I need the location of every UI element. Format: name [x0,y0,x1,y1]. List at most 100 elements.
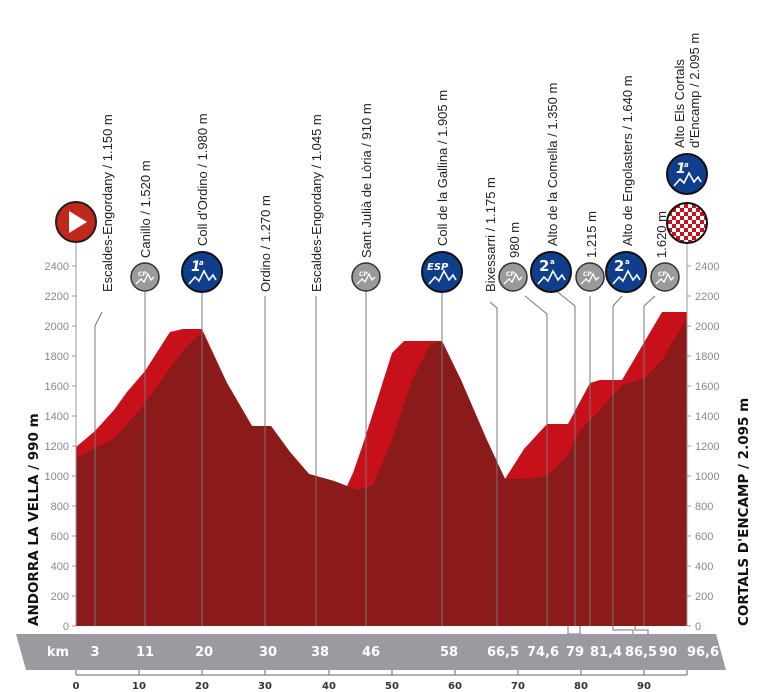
km-81-4: 81,4 [590,645,622,660]
sprint-icon-1620: CP [650,262,680,292]
y-tick-1000: 1000 [45,471,69,483]
km-scale-20: 20 [195,681,209,692]
y-tick-1000-right: 1000 [695,471,719,483]
finish-flag-icon [666,202,708,244]
start-icon [55,201,97,243]
km-scale: 0 10 20 30 40 50 60 70 80 90 [73,670,688,692]
y-tick-600: 600 [51,531,69,543]
y-tick-1200: 1200 [45,441,69,453]
km-unit: km [47,645,69,660]
svg-text:a: a [625,258,630,266]
label-cortals-1: Alto Els Cortals [672,59,687,148]
label-escaldes-2: Escaldes-Engordany / 1.045 m [309,114,324,292]
climb-esp-icon-coll-gallina: ESP [421,251,463,293]
km-band: km 3 11 20 30 38 46 58 66,5 74,6 79 81,4… [16,634,726,670]
label-canillo: Canillo / 1.520 m [138,160,153,258]
y-tick-2200: 2200 [45,291,69,303]
km-86-5: 86,5 [625,645,657,660]
svg-text:1: 1 [676,161,686,177]
y-tick-600-right: 600 [695,531,713,543]
sprint-icon-980: CP [498,262,528,292]
km-scale-90: 90 [637,681,651,692]
y-tick-1800-right: 1800 [695,351,719,363]
km-96-6: 96,6 [687,645,719,660]
finish-label: CORTALS D'ENCAMP / 2.095 m [736,398,752,626]
label-sant-julia: Sant Julià de Lòria / 910 m [359,103,374,258]
km-38: 38 [311,645,329,660]
label-engolasters: Alto de Engolasters / 1.640 m [620,75,635,246]
y-tick-1400: 1400 [45,411,69,423]
svg-text:CP: CP [138,271,147,278]
km-74-6: 74,6 [527,645,559,660]
label-1215: 1.215 m [584,211,599,258]
label-cortals-2: d'Encamp / 2.095 m [687,33,702,148]
climb-cat2-icon-comella: 2 a [530,251,572,293]
climb-cat2-icon-engolasters: 2 a [605,251,647,293]
km-79: 79 [566,645,584,660]
km-scale-60: 60 [448,681,462,692]
svg-text:a: a [684,161,689,169]
svg-text:2: 2 [614,257,624,275]
label-980: 980 m [507,222,522,258]
y-tick-0: 0 [63,621,69,633]
label-coll-ordino: Coll d'Ordino / 1.980 m [195,113,210,246]
svg-text:ESP: ESP [427,262,449,273]
y-tick-200-right: 200 [695,591,713,603]
km-scale-0: 0 [73,681,80,692]
y-tick-1600: 1600 [45,381,69,393]
km-30: 30 [259,645,277,660]
climb-cat1-icon-coll-ordino: 1 a [181,251,223,293]
svg-text:1: 1 [191,259,201,275]
sprint-icon-sant-julia: CP [351,262,381,292]
label-comella: Alto de la Comella / 1.350 m [545,83,560,246]
y-tick-400: 400 [51,561,69,573]
label-coll-gallina: Coll de la Gallina / 1.905 m [435,90,450,246]
svg-text:CP: CP [359,271,368,278]
y-tick-200: 200 [51,591,69,603]
y-tick-2400-right: 2400 [695,261,719,273]
y-tick-2400: 2400 [45,261,69,273]
y-tick-800: 800 [51,501,69,513]
y-axis-right: 2400 2200 2000 1800 1600 1400 1200 1000 … [686,240,719,633]
km-scale-70: 70 [511,681,525,692]
sprint-icon-1215: CP [575,262,605,292]
y-tick-400-right: 400 [695,561,713,573]
km-scale-10: 10 [132,681,146,692]
svg-text:2: 2 [539,257,549,275]
km-90: 90 [659,645,677,660]
svg-text:CP: CP [583,271,592,278]
sprint-icon-canillo: CP [130,262,160,292]
km-3: 3 [90,645,99,660]
y-tick-1800: 1800 [45,351,69,363]
label-ordino: Ordino / 1.270 m [258,195,273,292]
y-tick-2200-right: 2200 [695,291,719,303]
km-46: 46 [362,645,380,660]
km-scale-50: 50 [385,681,399,692]
svg-text:a: a [199,259,204,267]
km-20: 20 [195,645,213,660]
label-bixessarri: Bixessarri / 1.175 m [483,177,498,292]
km-scale-30: 30 [258,681,272,692]
leader-lines [94,288,656,635]
start-label: ANDORRA LA VELLA / 990 m [26,413,42,626]
climb-cat1-icon-cortals: 1 a [666,153,708,195]
svg-text:a: a [550,258,555,266]
y-tick-2000-right: 2000 [695,321,719,333]
svg-text:CP: CP [506,271,515,278]
y-tick-800-right: 800 [695,501,713,513]
label-escaldes-1: Escaldes-Engordany / 1.150 m [100,114,115,292]
y-axis-left: 2400 2200 2000 1800 1600 1400 1200 1000 … [45,238,77,633]
profile-body [76,318,687,626]
km-58: 58 [440,645,458,660]
km-scale-80: 80 [574,681,588,692]
label-1620: 1.620 m [654,211,669,258]
km-scale-40: 40 [322,681,336,692]
y-tick-0-right: 0 [695,621,701,633]
y-tick-1600-right: 1600 [695,381,719,393]
km-11: 11 [136,645,154,660]
y-tick-2000: 2000 [45,321,69,333]
y-tick-1400-right: 1400 [695,411,719,423]
y-tick-1200-right: 1200 [695,441,719,453]
svg-text:CP: CP [658,271,667,278]
